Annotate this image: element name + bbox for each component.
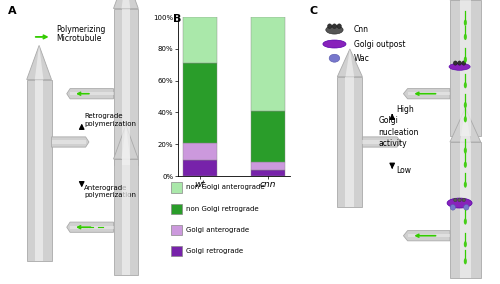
Bar bbox=[35, 80, 43, 261]
Text: C: C bbox=[310, 6, 318, 16]
Bar bbox=[251, 111, 285, 162]
Text: Microtubule: Microtubule bbox=[56, 34, 102, 43]
Text: B: B bbox=[172, 14, 181, 24]
Polygon shape bbox=[338, 49, 362, 77]
Bar bbox=[182, 143, 216, 160]
Polygon shape bbox=[404, 231, 450, 241]
Bar bbox=[182, 63, 216, 143]
Polygon shape bbox=[408, 234, 450, 237]
Ellipse shape bbox=[464, 34, 467, 40]
Polygon shape bbox=[35, 45, 43, 80]
Polygon shape bbox=[408, 92, 450, 95]
Ellipse shape bbox=[464, 204, 469, 210]
Polygon shape bbox=[450, 108, 481, 142]
Polygon shape bbox=[460, 108, 470, 142]
Ellipse shape bbox=[454, 198, 457, 202]
Polygon shape bbox=[26, 45, 52, 80]
Polygon shape bbox=[362, 137, 401, 147]
FancyBboxPatch shape bbox=[171, 182, 181, 193]
Bar bbox=[346, 77, 354, 207]
Bar bbox=[460, 142, 470, 278]
FancyBboxPatch shape bbox=[171, 246, 181, 256]
Polygon shape bbox=[122, 0, 130, 9]
Text: Golgi outpost: Golgi outpost bbox=[354, 39, 405, 49]
FancyBboxPatch shape bbox=[171, 225, 181, 235]
Bar bbox=[26, 80, 52, 261]
Bar bbox=[338, 77, 362, 207]
Ellipse shape bbox=[464, 181, 467, 188]
Text: Cnn: Cnn bbox=[354, 25, 368, 34]
Ellipse shape bbox=[332, 24, 336, 28]
Polygon shape bbox=[362, 141, 397, 143]
Text: Low: Low bbox=[396, 166, 411, 175]
Ellipse shape bbox=[464, 258, 467, 264]
Ellipse shape bbox=[450, 204, 456, 210]
Text: Wac: Wac bbox=[354, 54, 370, 63]
Bar bbox=[122, 159, 130, 275]
Polygon shape bbox=[122, 125, 130, 159]
Polygon shape bbox=[346, 49, 354, 77]
Ellipse shape bbox=[464, 147, 467, 154]
Ellipse shape bbox=[462, 61, 466, 65]
Text: Retrograde
polymerization: Retrograde polymerization bbox=[84, 113, 136, 127]
Bar bbox=[251, 162, 285, 170]
Ellipse shape bbox=[464, 218, 467, 225]
Ellipse shape bbox=[464, 116, 467, 122]
Text: Polymerizing: Polymerizing bbox=[56, 25, 106, 34]
Text: Golgi anterograde: Golgi anterograde bbox=[186, 227, 250, 233]
Bar bbox=[251, 17, 285, 111]
Ellipse shape bbox=[464, 241, 467, 247]
Polygon shape bbox=[52, 141, 86, 143]
Ellipse shape bbox=[464, 102, 467, 108]
Ellipse shape bbox=[328, 24, 332, 28]
FancyBboxPatch shape bbox=[171, 204, 181, 214]
Ellipse shape bbox=[454, 61, 458, 65]
Ellipse shape bbox=[458, 61, 462, 65]
Bar bbox=[460, 0, 470, 136]
Bar bbox=[114, 159, 138, 275]
Text: High: High bbox=[396, 105, 414, 114]
Ellipse shape bbox=[449, 63, 470, 70]
Ellipse shape bbox=[337, 24, 342, 28]
Polygon shape bbox=[114, 125, 138, 159]
Polygon shape bbox=[404, 89, 450, 99]
Bar bbox=[251, 170, 285, 176]
Polygon shape bbox=[70, 92, 114, 95]
Bar bbox=[182, 160, 216, 176]
Text: A: A bbox=[8, 6, 16, 16]
Polygon shape bbox=[67, 222, 114, 232]
Text: non Golgi anterograde: non Golgi anterograde bbox=[186, 184, 265, 191]
Ellipse shape bbox=[458, 198, 462, 202]
Ellipse shape bbox=[464, 82, 467, 88]
Polygon shape bbox=[67, 89, 114, 99]
Ellipse shape bbox=[464, 20, 467, 26]
Text: Golgi
nucleation
activity: Golgi nucleation activity bbox=[378, 116, 419, 148]
Ellipse shape bbox=[329, 54, 340, 62]
Bar bbox=[122, 9, 130, 165]
Bar bbox=[182, 17, 216, 63]
Bar bbox=[450, 142, 481, 278]
Polygon shape bbox=[52, 137, 89, 147]
Ellipse shape bbox=[462, 198, 466, 202]
Ellipse shape bbox=[464, 57, 467, 63]
Ellipse shape bbox=[323, 40, 346, 48]
Text: non Golgi retrograde: non Golgi retrograde bbox=[186, 206, 259, 212]
Ellipse shape bbox=[464, 162, 467, 168]
Ellipse shape bbox=[447, 198, 472, 208]
Polygon shape bbox=[70, 226, 114, 229]
Polygon shape bbox=[114, 0, 138, 9]
Bar bbox=[450, 0, 481, 136]
Text: Golgi retrograde: Golgi retrograde bbox=[186, 248, 244, 254]
Ellipse shape bbox=[326, 26, 343, 34]
Bar bbox=[114, 9, 138, 165]
Text: Anterograde
polymerization: Anterograde polymerization bbox=[84, 185, 136, 199]
